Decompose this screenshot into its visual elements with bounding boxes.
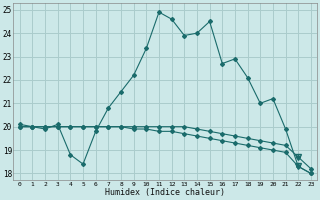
X-axis label: Humidex (Indice chaleur): Humidex (Indice chaleur) — [105, 188, 225, 197]
